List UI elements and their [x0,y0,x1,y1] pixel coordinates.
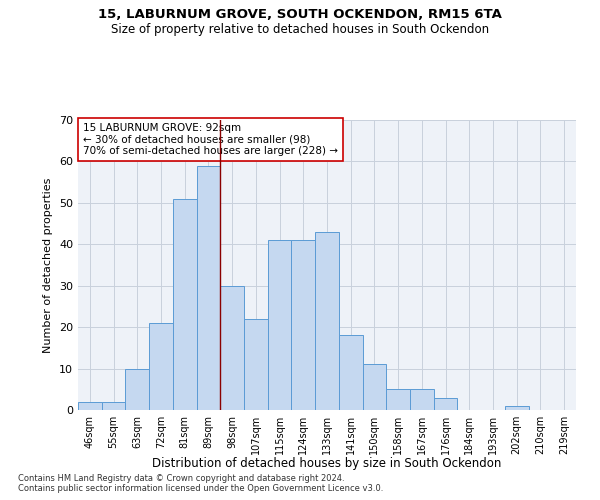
Text: Size of property relative to detached houses in South Ockendon: Size of property relative to detached ho… [111,22,489,36]
Bar [197,166,220,410]
Bar [386,390,410,410]
Text: Distribution of detached houses by size in South Ockendon: Distribution of detached houses by size … [152,458,502,470]
Bar [505,406,529,410]
Bar [339,336,362,410]
Text: 15, LABURNUM GROVE, SOUTH OCKENDON, RM15 6TA: 15, LABURNUM GROVE, SOUTH OCKENDON, RM15… [98,8,502,20]
Bar [315,232,339,410]
Text: Contains HM Land Registry data © Crown copyright and database right 2024.: Contains HM Land Registry data © Crown c… [18,474,344,483]
Y-axis label: Number of detached properties: Number of detached properties [43,178,53,352]
Bar [362,364,386,410]
Bar [78,402,102,410]
Bar [102,402,125,410]
Bar [434,398,457,410]
Text: Contains public sector information licensed under the Open Government Licence v3: Contains public sector information licen… [18,484,383,493]
Bar [149,323,173,410]
Bar [268,240,292,410]
Bar [220,286,244,410]
Bar [173,198,197,410]
Bar [292,240,315,410]
Bar [244,319,268,410]
Bar [125,368,149,410]
Bar [410,390,434,410]
Text: 15 LABURNUM GROVE: 92sqm
← 30% of detached houses are smaller (98)
70% of semi-d: 15 LABURNUM GROVE: 92sqm ← 30% of detach… [83,123,338,156]
